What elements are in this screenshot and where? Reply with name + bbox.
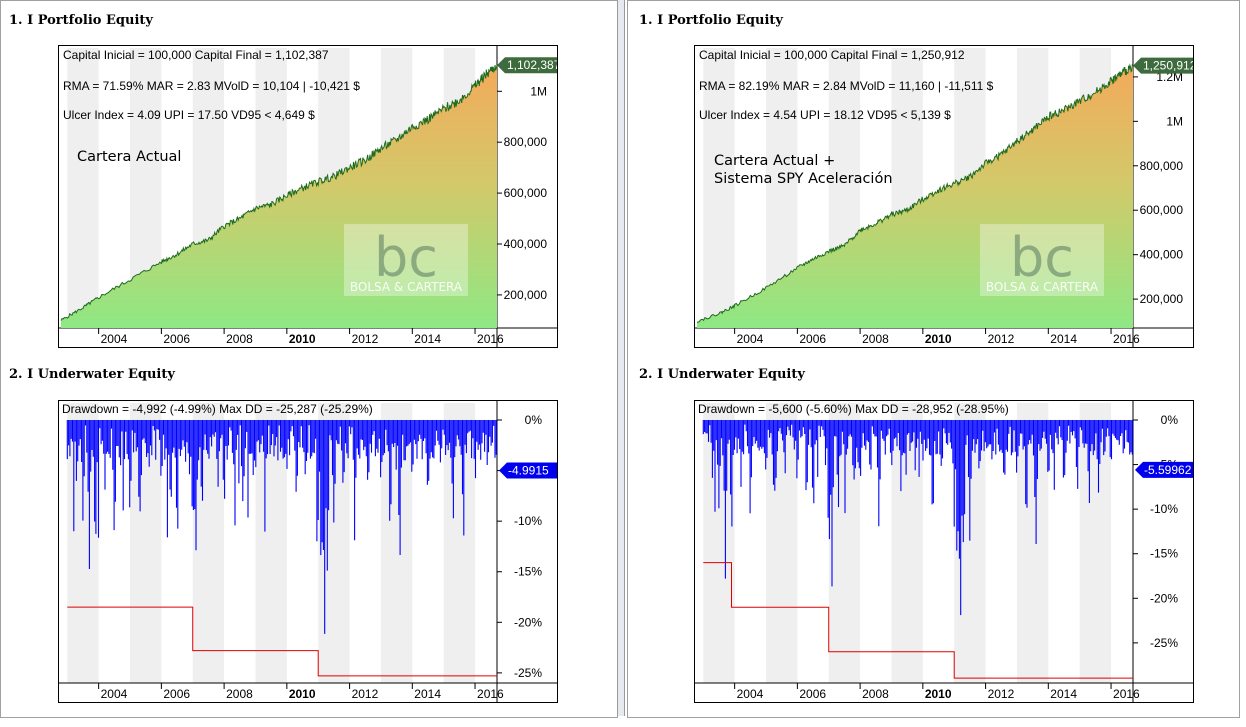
equity-line — [696, 63, 1134, 323]
x-tick-label: 2014 — [414, 687, 441, 701]
drawdown-bars — [66, 420, 497, 634]
x-tick-label: 2006 — [163, 687, 190, 701]
watermark-box — [980, 224, 1104, 296]
last-value-badge — [499, 462, 557, 479]
left-equity-info-1: Capital Inicial = 100,000 Capital Final … — [63, 48, 329, 62]
x-tick-label: 2016 — [477, 687, 504, 701]
year-shade-band — [130, 403, 162, 683]
year-shade-band — [67, 48, 99, 328]
watermark-text: BOLSA & CARTERA — [350, 280, 463, 294]
year-shade-band — [891, 403, 923, 683]
last-value-badge — [1135, 461, 1193, 478]
year-shade-band — [443, 403, 476, 683]
equity-line — [60, 64, 498, 321]
y-tick-label: -20% — [514, 615, 542, 629]
max-drawdown-line — [703, 562, 1133, 679]
right-equity-series-label: Cartera Actual + Sistema SPY Aceleración — [714, 153, 893, 187]
y-tick-label: -20% — [1150, 591, 1178, 605]
x-tick-label: 2014 — [1050, 687, 1077, 701]
last-value-badge — [497, 57, 557, 74]
x-tick-label: 2006 — [163, 332, 190, 346]
y-tick-label: -10% — [514, 514, 542, 528]
y-tick-label: 0% — [1161, 413, 1179, 427]
last-value-badge — [1133, 57, 1193, 74]
watermark-logo: bc — [1010, 226, 1074, 289]
year-shade-band — [766, 403, 798, 683]
y-tick-label: 0% — [525, 413, 543, 427]
y-tick-label: -15% — [1150, 547, 1178, 561]
x-tick-label: 2014 — [1050, 332, 1077, 346]
left-equity-info-3: Ulcer Index = 4.09 UPI = 17.50 VD95 < 4,… — [63, 108, 315, 122]
x-tick-label: 2012 — [988, 687, 1015, 701]
y-tick-label: 200,000 — [504, 288, 548, 302]
watermark-logo: bc — [374, 226, 438, 289]
left-drawdown-info: Drawdown = -4,992 (-4.99%) Max DD = -25,… — [62, 402, 373, 416]
right-equity-chart: 2004 2006 2008 2010 2012 2014 2016 200,000 400,0… — [694, 45, 1194, 348]
right-drawdown-section-title: 2. I Underwater Equity — [639, 367, 805, 382]
year-shade-band — [1079, 403, 1112, 683]
y-tick-label: -25% — [514, 666, 542, 680]
last-value-label: -4.9915 — [508, 463, 549, 477]
x-tick-label: 2010 — [925, 687, 952, 701]
x-tick-label: 2004 — [737, 332, 764, 346]
x-tick-label: 2008 — [862, 332, 889, 346]
x-tick-label: 2012 — [352, 687, 379, 701]
y-tick-label: -15% — [514, 565, 542, 579]
year-shade-band — [255, 403, 287, 683]
x-tick-label: 2016 — [1113, 332, 1140, 346]
left-equity-chart: 2004 2006 2008 2010 2012 2014 2016 200,000 400,0… — [58, 45, 558, 348]
last-value-label: -5.59962 — [1144, 463, 1192, 477]
x-tick-label: 2006 — [799, 687, 826, 701]
watermark-text: BOLSA & CARTERA — [986, 280, 1099, 294]
watermark-box — [344, 224, 468, 296]
right-equity-section-title: 1. I Portfolio Equity — [639, 13, 783, 28]
x-tick-label: 2012 — [988, 332, 1015, 346]
x-tick-label: 2004 — [101, 332, 128, 346]
y-tick-label: 200,000 — [1140, 292, 1184, 306]
x-tick-label: 2012 — [352, 332, 379, 346]
left-drawdown-section-title: 2. I Underwater Equity — [9, 367, 175, 382]
year-shade-band — [703, 48, 735, 328]
y-tick-label: -25% — [1150, 636, 1178, 650]
left-drawdown-chart: 20042006200820102012201420160%-5%-10%-15… — [58, 400, 558, 703]
y-tick-label: 400,000 — [1140, 248, 1184, 262]
right-equity-info-2: RMA = 82.19% MAR = 2.84 MVolD = 11,160 |… — [699, 79, 994, 93]
year-shade-band — [1016, 403, 1049, 683]
x-tick-label: 2008 — [862, 687, 889, 701]
y-tick-label: 1M — [530, 84, 547, 98]
right-drawdown-info: Drawdown = -5,600 (-5.60%) Max DD = -28,… — [698, 402, 1009, 416]
panel-divider[interactable] — [617, 0, 625, 716]
left-equity-info-2: RMA = 71.59% MAR = 2.83 MVolD = 10,104 |… — [63, 79, 360, 93]
left-equity-series-label: Cartera Actual — [77, 149, 182, 165]
x-tick-label: 2008 — [226, 687, 253, 701]
y-tick-label: 800,000 — [1140, 159, 1184, 173]
x-tick-label: 2006 — [799, 332, 826, 346]
drawdown-bars — [702, 420, 1133, 616]
y-tick-label: 1M — [1166, 114, 1183, 128]
x-tick-label: 2010 — [289, 332, 316, 346]
last-value-label: 1,102,387 — [507, 58, 557, 72]
right-window-frame — [627, 0, 1240, 718]
x-tick-label: 2014 — [414, 332, 441, 346]
y-tick-label: 600,000 — [504, 186, 548, 200]
equity-area — [61, 65, 497, 328]
right-drawdown-chart: 20042006200820102012201420160%-5%-10%-15… — [694, 400, 1194, 703]
x-tick-label: 2010 — [925, 332, 952, 346]
x-tick-label: 2016 — [1113, 687, 1140, 701]
y-tick-label: 600,000 — [1140, 203, 1184, 217]
y-tick-label: 400,000 — [504, 237, 548, 251]
x-tick-label: 2016 — [477, 332, 504, 346]
y-tick-label: -10% — [1150, 502, 1178, 516]
last-value-label: 1,250,912 — [1143, 59, 1193, 73]
left-equity-section-title: 1. I Portfolio Equity — [9, 13, 153, 28]
x-tick-label: 2008 — [226, 332, 253, 346]
x-tick-label: 2004 — [101, 687, 128, 701]
x-tick-label: 2010 — [289, 687, 316, 701]
max-drawdown-line — [67, 606, 497, 677]
y-tick-label: 800,000 — [504, 135, 548, 149]
right-equity-info-1: Capital Inicial = 100,000 Capital Final … — [699, 48, 965, 62]
x-tick-label: 2004 — [737, 687, 764, 701]
right-equity-info-3: Ulcer Index = 4.54 UPI = 18.12 VD95 < 5,… — [699, 108, 951, 122]
